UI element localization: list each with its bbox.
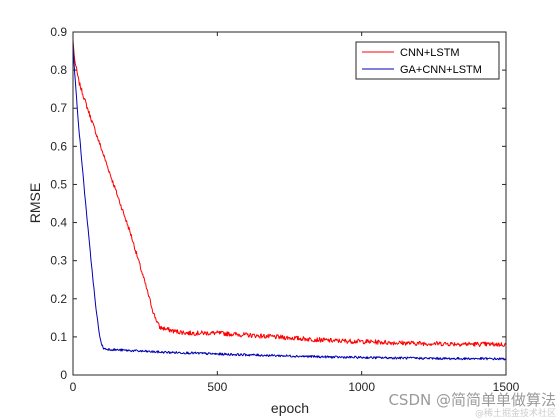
y-tick-label: 0 (60, 368, 67, 382)
legend: CNN+LSTM GA+CNN+LSTM (355, 41, 500, 80)
y-tick-label: 0.1 (50, 330, 67, 344)
y-tick-label: 0.3 (50, 254, 67, 268)
series-line-cnn-lstm (72, 39, 507, 347)
legend-box (355, 41, 500, 80)
y-axis-ticks: 0 0.1 0.2 0.3 0.4 0.5 0.6 0.7 0.8 0.9 (50, 25, 506, 382)
legend-label-cnn-lstm: CNN+LSTM (400, 47, 460, 59)
y-tick-label: 0.2 (50, 292, 67, 306)
x-tick-label: 1000 (348, 380, 375, 394)
y-tick-label: 0.5 (50, 177, 67, 191)
plot-frame (72, 31, 507, 376)
series-line-ga-cnn-lstm (72, 43, 507, 361)
csdn-watermark: CSDN @简简单单做算法 (388, 391, 556, 409)
y-tick-label: 0.9 (50, 25, 67, 39)
y-tick-label: 0.6 (50, 139, 67, 153)
x-tick-label: 1500 (493, 380, 520, 394)
y-tick-label: 0.8 (50, 63, 67, 77)
y-axis-label: RMSE (27, 183, 43, 223)
x-tick-label: 500 (207, 380, 227, 394)
x-tick-label: 0 (70, 380, 77, 394)
series-layer (72, 39, 507, 361)
y-tick-label: 0.4 (50, 216, 67, 230)
y-tick-label: 0.7 (50, 101, 67, 115)
x-axis-label: epoch (271, 400, 309, 416)
faint-watermark: @稀土掘金技术社区 (475, 407, 556, 419)
legend-label-ga-cnn-lstm: GA+CNN+LSTM (400, 64, 482, 76)
x-axis-ticks: 0 500 1000 1500 (70, 32, 520, 394)
